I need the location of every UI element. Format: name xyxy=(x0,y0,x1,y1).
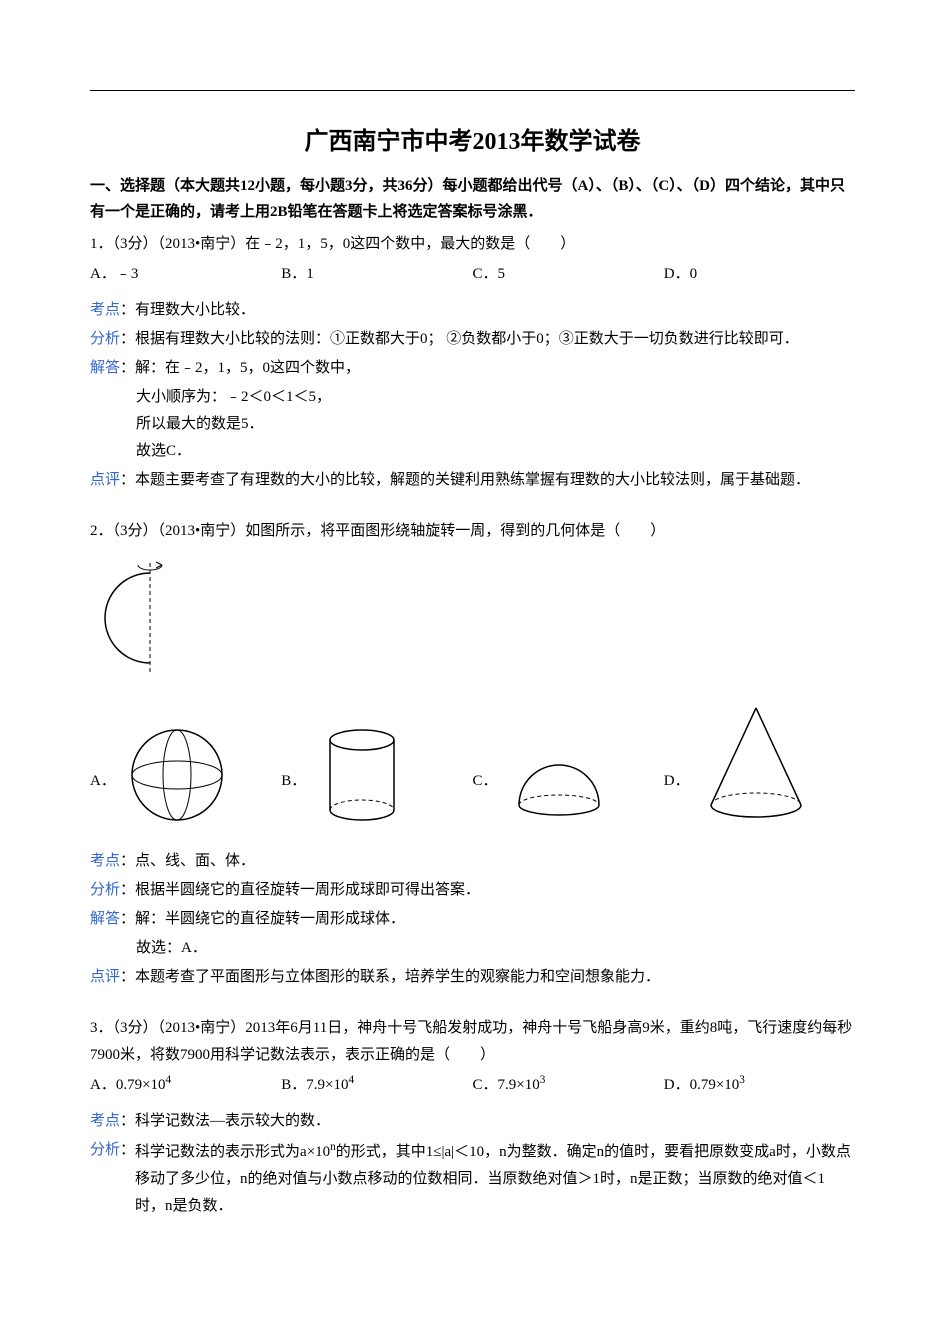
q3-choice-c: C．7.9×103 xyxy=(473,1073,664,1094)
q2-choice-figures: A． B． C． D． xyxy=(90,700,855,830)
colon: ： xyxy=(120,355,135,382)
jieda-label: 解答 xyxy=(90,355,120,382)
section-header: 一、选择题（本大题共12小题，每小题3分，共36分）每小题都给出代号（A）、（B… xyxy=(90,174,855,225)
jieda-label: 解答 xyxy=(90,906,120,933)
q2-choice-a-label: A． xyxy=(90,769,116,790)
q3-choice-b: B．7.9×104 xyxy=(281,1073,472,1094)
q3-choice-d: D．0.79×103 xyxy=(664,1073,855,1094)
fenxi-label: 分析 xyxy=(90,1137,120,1164)
q2-kaodian: 点、线、面、体． xyxy=(135,848,855,875)
q2-analysis: 考点： 点、线、面、体． 分析： 根据半圆绕它的直径旋转一周形成球即可得出答案．… xyxy=(90,848,855,991)
q2-jieda-l1: 解：半圆绕它的直径旋转一周形成球体． xyxy=(135,906,855,933)
colon: ： xyxy=(120,1137,135,1164)
kaodian-label: 考点 xyxy=(90,1108,120,1135)
q1-jieda-l1: 解：在﹣2，1，5，0这四个数中， xyxy=(135,355,855,382)
q3-choice-d-text: D．0.79×10 xyxy=(664,1077,740,1093)
colon: ： xyxy=(120,877,135,904)
q1-kaodian: 有理数大小比较． xyxy=(135,297,855,324)
colon: ： xyxy=(120,906,135,933)
exponent: 4 xyxy=(166,1074,172,1086)
q2-choice-c-label: C． xyxy=(473,769,498,790)
q1-choice-d: D．0 xyxy=(664,262,855,283)
q1-jieda-l2: 大小顺序为：﹣2＜0＜1＜5， xyxy=(136,384,855,411)
exponent: 3 xyxy=(739,1074,745,1086)
q1-choice-c: C．5 xyxy=(473,262,664,283)
cylinder-icon xyxy=(312,720,412,830)
fenxi-label: 分析 xyxy=(90,877,120,904)
top-rule xyxy=(90,90,855,91)
kaodian-label: 考点 xyxy=(90,297,120,324)
cone-icon xyxy=(696,700,816,830)
q1-jieda-l3: 所以最大的数是5． xyxy=(136,411,855,438)
colon: ： xyxy=(120,467,135,494)
dianping-label: 点评 xyxy=(90,467,120,494)
q1-choice-a: A．﹣3 xyxy=(90,262,281,283)
exponent: 3 xyxy=(540,1074,546,1086)
q1-jieda-l4: 故选C． xyxy=(136,438,855,465)
q2-choice-d-label: D． xyxy=(664,769,690,790)
q2-choice-b-label: B． xyxy=(281,769,306,790)
kaodian-label: 考点 xyxy=(90,848,120,875)
colon: ： xyxy=(120,326,135,353)
q1-fenxi: 根据有理数大小比较的法则：①正数都大于0； ②负数都小于0；③正数大于一切负数进… xyxy=(135,326,855,353)
q3-fenxi: 科学记数法的表示形式为a×10n的形式，其中1≤|a|＜10，n为整数．确定n的… xyxy=(135,1137,855,1220)
colon: ： xyxy=(120,1108,135,1135)
q3-choice-a-text: A．0.79×10 xyxy=(90,1077,166,1093)
colon: ： xyxy=(120,297,135,324)
q1-choices: A．﹣3 B．1 C．5 D．0 xyxy=(90,262,855,283)
q3-choice-b-text: B．7.9×10 xyxy=(281,1077,348,1093)
q3-choice-c-text: C．7.9×10 xyxy=(473,1077,540,1093)
q1-choice-b: B．1 xyxy=(281,262,472,283)
colon: ： xyxy=(120,848,135,875)
q2-stem: 2．（3分）（2013•南宁）如图所示，将平面图形绕轴旋转一周，得到的几何体是（… xyxy=(90,518,855,545)
q3-fenxi-p1: 科学记数法的表示形式为a×10 xyxy=(135,1144,330,1160)
colon: ： xyxy=(120,964,135,991)
q1-analysis: 考点： 有理数大小比较． 分析： 根据有理数大小比较的法则：①正数都大于0； ②… xyxy=(90,297,855,494)
q2-dianping: 本题考查了平面图形与立体图形的联系，培养学生的观察能力和空间想象能力． xyxy=(135,964,855,991)
dianping-label: 点评 xyxy=(90,964,120,991)
q3-choice-a: A．0.79×104 xyxy=(90,1073,281,1094)
q3-analysis: 考点： 科学记数法—表示较大的数． 分析： 科学记数法的表示形式为a×10n的形… xyxy=(90,1108,855,1220)
hemisphere-icon xyxy=(504,750,614,830)
q3-stem: 3．（3分）（2013•南宁）2013年6月11日，神舟十号飞船发射成功，神舟十… xyxy=(90,1015,855,1069)
doc-title: 广西南宁市中考2013年数学试卷 xyxy=(90,121,855,156)
q3-choices: A．0.79×104 B．7.9×104 C．7.9×103 D．0.79×10… xyxy=(90,1073,855,1094)
exponent: 4 xyxy=(348,1074,354,1086)
q2-stem-figure xyxy=(90,553,855,688)
page: 广西南宁市中考2013年数学试卷 一、选择题（本大题共12小题，每小题3分，共3… xyxy=(0,0,945,1262)
fenxi-label: 分析 xyxy=(90,326,120,353)
q3-kaodian: 科学记数法—表示较大的数． xyxy=(135,1108,855,1135)
q2-fenxi: 根据半圆绕它的直径旋转一周形成球即可得出答案． xyxy=(135,877,855,904)
q1-stem: 1．（3分）（2013•南宁）在﹣2，1，5，0这四个数中，最大的数是（ ） xyxy=(90,231,855,258)
semicircle-icon xyxy=(90,553,200,683)
q2-jieda-l2: 故选：A． xyxy=(136,935,855,962)
sphere-icon xyxy=(122,720,232,830)
q1-dianping: 本题主要考查了有理数的大小的比较，解题的关键利用熟练掌握有理数的大小比较法则，属… xyxy=(135,467,855,494)
